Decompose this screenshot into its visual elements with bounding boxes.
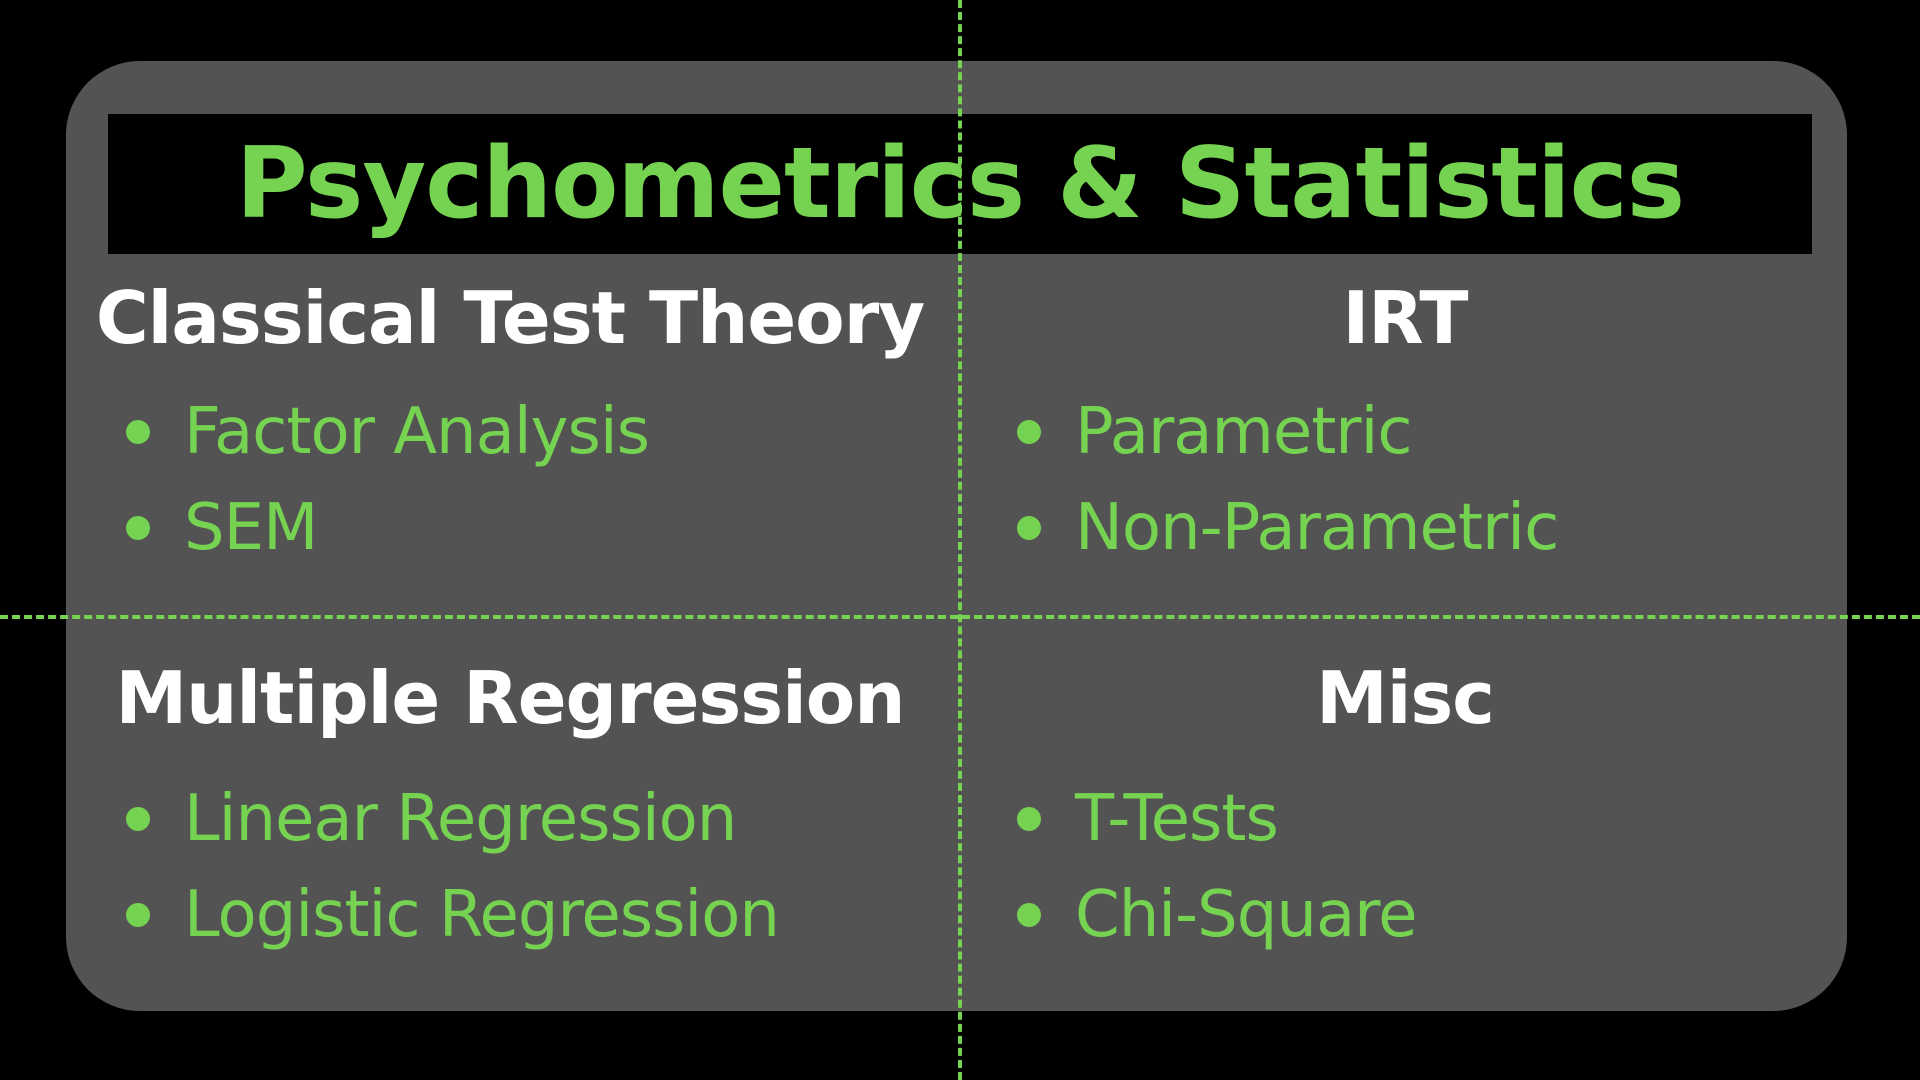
item-label: Parametric — [1075, 395, 1413, 469]
bullet-dot-icon — [1017, 903, 1041, 927]
quadrant-misc: Misc T-Tests Chi-Square — [965, 655, 1845, 975]
item-label: Non-Parametric — [1075, 491, 1559, 565]
bullet-dot-icon — [126, 420, 150, 444]
item-label: SEM — [184, 491, 318, 565]
bullet-list: T-Tests Chi-Square — [1017, 771, 1417, 963]
list-item: Chi-Square — [1017, 867, 1417, 963]
list-item: Linear Regression — [126, 771, 779, 867]
bullet-dot-icon — [1017, 807, 1041, 831]
list-item: Parametric — [1017, 384, 1558, 480]
quadrant-heading: Misc — [1316, 656, 1495, 740]
item-label: Linear Regression — [184, 782, 737, 856]
quadrant-irt: IRT Parametric Non-Parametric — [965, 270, 1845, 570]
bullet-list: Parametric Non-Parametric — [1017, 384, 1559, 576]
quadrant-classical-test-theory: Classical Test Theory Factor Analysis SE… — [70, 270, 950, 570]
quadrant-heading: Multiple Regression — [115, 656, 905, 740]
item-label: T-Tests — [1075, 782, 1279, 856]
item-label: Factor Analysis — [184, 395, 650, 469]
vertical-divider — [958, 0, 962, 1080]
list-item: SEM — [126, 480, 649, 576]
bullet-dot-icon — [126, 807, 150, 831]
bullet-list: Factor Analysis SEM — [126, 384, 650, 576]
bullet-dot-icon — [126, 516, 150, 540]
bullet-list: Linear Regression Logistic Regression — [126, 771, 780, 963]
item-label: Chi-Square — [1075, 878, 1417, 952]
quadrant-heading: IRT — [1342, 276, 1468, 360]
list-item: Factor Analysis — [126, 384, 650, 480]
item-label: Logistic Regression — [184, 878, 780, 952]
bullet-dot-icon — [1017, 420, 1041, 444]
quadrant-heading: Classical Test Theory — [95, 276, 925, 360]
bullet-dot-icon — [1017, 516, 1041, 540]
quadrant-multiple-regression: Multiple Regression Linear Regression Lo… — [70, 655, 950, 975]
list-item: Non-Parametric — [1017, 480, 1559, 576]
list-item: T-Tests — [1017, 771, 1416, 867]
horizontal-divider — [0, 615, 1920, 619]
list-item: Logistic Regression — [126, 867, 780, 963]
bullet-dot-icon — [126, 903, 150, 927]
